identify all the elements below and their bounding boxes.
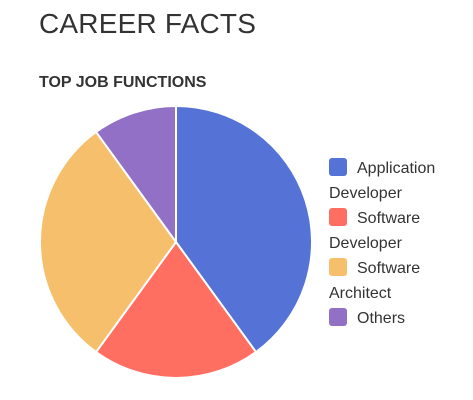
legend-label-application-developer: Application Developer — [329, 160, 436, 202]
legend-swatch-application-developer — [329, 158, 347, 176]
legend-label-software-architect: Software Architect — [329, 260, 421, 302]
pie-slice-software-developer — [95, 241, 257, 380]
legend-item-software-developer: Software Developer — [329, 206, 469, 256]
legend-item-application-developer: Application Developer — [329, 156, 469, 206]
chart-legend: Application Developer Software Developer S… — [329, 156, 469, 331]
legend-item-software-architect: Software Architect — [329, 256, 469, 306]
legend-label-others: Others — [357, 310, 406, 327]
legend-swatch-software-architect — [329, 258, 347, 276]
pie-slices — [39, 105, 313, 380]
legend-item-others: Others — [329, 306, 469, 331]
pie-slice-others — [95, 105, 177, 243]
legend-label-software-developer: Software Developer — [329, 210, 421, 252]
legend-swatch-others — [329, 308, 347, 326]
pie-slice-application-developer — [175, 105, 313, 354]
legend-swatch-software-developer — [329, 208, 347, 226]
page-title: CAREER FACTS — [39, 8, 257, 39]
pie-slice-software-architect — [39, 130, 177, 354]
chart-title: TOP JOB FUNCTIONS — [39, 74, 207, 91]
